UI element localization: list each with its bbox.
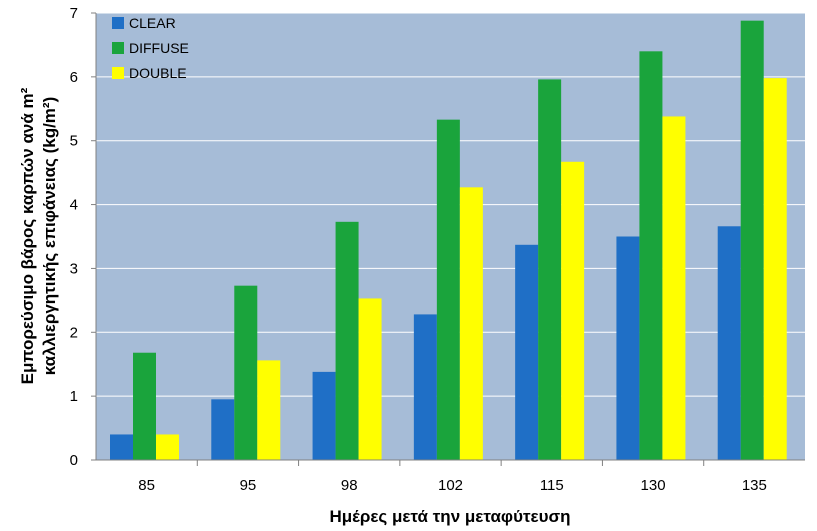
legend-label-diffuse: DIFFUSE xyxy=(129,40,189,56)
bar-diffuse xyxy=(639,51,663,461)
x-tick-label: 115 xyxy=(540,477,564,494)
y-axis-title-line1: Εμπορεύσιμο βάρος καρπών ανά m² xyxy=(18,87,37,384)
axes xyxy=(95,13,805,461)
bar-clear xyxy=(312,371,336,460)
y-tick-label: 5 xyxy=(70,133,78,150)
y-tick-label: 1 xyxy=(70,388,78,405)
bar-clear xyxy=(717,226,741,460)
legend-swatch-diffuse xyxy=(112,42,124,54)
x-axis-title: Ημέρες μετά την μεταφύτευση xyxy=(329,507,570,526)
bar-diffuse xyxy=(436,119,460,461)
bar-diffuse xyxy=(538,79,562,460)
y-tick-label: 3 xyxy=(70,260,78,277)
bar-clear xyxy=(413,314,437,460)
y-tick-label: 6 xyxy=(70,69,78,86)
bar-double xyxy=(358,298,382,460)
x-tick-label: 98 xyxy=(341,477,358,494)
legend-label-clear: CLEAR xyxy=(129,15,176,31)
bars xyxy=(110,20,787,461)
bar-clear xyxy=(211,399,235,460)
y-tick-label: 4 xyxy=(70,197,78,214)
y-axis-title-line2: καλλιεργητικής επιφάνειας (kg/m²) xyxy=(40,97,59,376)
x-tick-label: 135 xyxy=(742,477,767,494)
bar-double xyxy=(459,187,483,460)
x-tick-labels: 85 95 98 102 115 130 135 xyxy=(138,460,767,494)
y-tick-label: 7 xyxy=(70,5,78,22)
legend-swatch-double xyxy=(112,67,124,79)
legend: CLEAR DIFFUSE DOUBLE xyxy=(112,15,189,81)
y-tick-label: 0 xyxy=(70,452,78,469)
x-tick-label: 130 xyxy=(641,477,666,494)
y-axis-title: Εμπορεύσιμο βάρος καρπών ανά m² καλλιεργ… xyxy=(18,87,59,384)
bar-double xyxy=(156,434,179,460)
bar-diffuse xyxy=(335,221,359,460)
bar-double xyxy=(662,116,686,460)
y-tick-label: 2 xyxy=(70,324,78,341)
x-tick-label: 95 xyxy=(240,477,257,494)
bar-diffuse xyxy=(133,352,156,460)
bar-clear xyxy=(616,236,640,460)
bar-clear xyxy=(515,244,539,460)
x-tick-label: 85 xyxy=(138,477,155,494)
bar-double xyxy=(257,360,281,460)
y-tick-labels: 0 1 2 3 4 5 6 7 xyxy=(70,5,96,469)
x-tick-label: 102 xyxy=(438,477,463,494)
legend-label-double: DOUBLE xyxy=(129,65,187,81)
bar-diffuse xyxy=(234,285,258,460)
bar-double xyxy=(763,78,787,461)
legend-swatch-clear xyxy=(112,17,124,29)
bar-clear xyxy=(110,434,133,460)
bar-double xyxy=(561,161,585,460)
bar-diffuse xyxy=(740,20,764,461)
